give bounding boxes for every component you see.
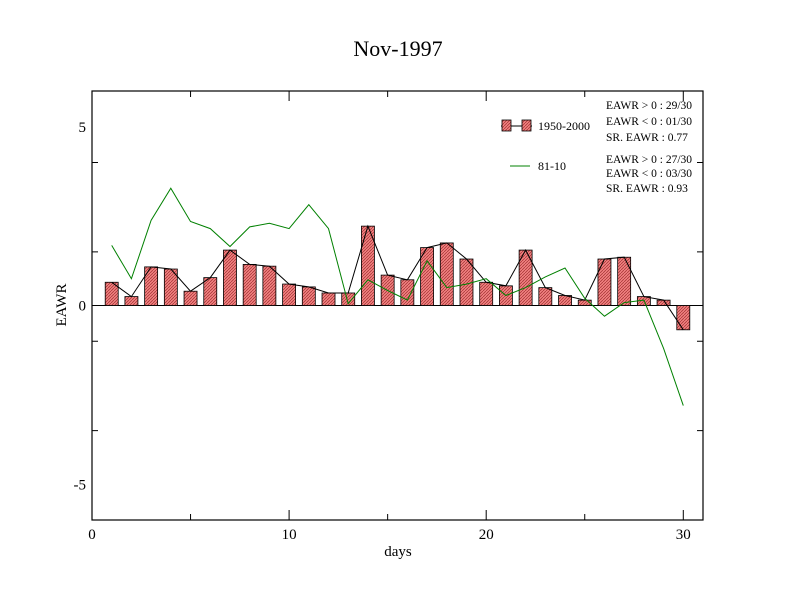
bar bbox=[459, 258, 474, 306]
legend-label-1950-2000: 1950-2000 bbox=[538, 119, 590, 133]
bar bbox=[124, 296, 139, 306]
bar bbox=[262, 265, 277, 306]
bar bbox=[439, 242, 454, 306]
bar bbox=[301, 286, 316, 306]
chart-title: Nov-1997 bbox=[353, 36, 442, 61]
bar bbox=[282, 283, 296, 306]
legend-label-81-10: 81-10 bbox=[538, 159, 566, 173]
y-tick-label: -5 bbox=[74, 477, 87, 493]
x-tick-label: 20 bbox=[479, 527, 494, 543]
series-line-81-10 bbox=[111, 187, 684, 406]
bar bbox=[597, 258, 612, 306]
x-tick-label: 0 bbox=[88, 527, 96, 543]
y-axis-label: EAWR bbox=[54, 284, 70, 327]
x-axis-label: days bbox=[384, 544, 412, 560]
series-line-1950-2000 bbox=[111, 224, 684, 331]
legend-bar-swatch-right bbox=[521, 119, 532, 132]
bar bbox=[538, 287, 553, 306]
bar bbox=[321, 292, 336, 306]
bar bbox=[183, 290, 198, 306]
y-tick-label: 0 bbox=[79, 299, 87, 315]
legend-bar-swatch-left bbox=[501, 119, 512, 132]
bar bbox=[144, 266, 159, 306]
bar bbox=[223, 249, 237, 306]
tick-labels: -5 0 5 0 10 20 30 bbox=[74, 120, 691, 543]
x-tick-label: 10 bbox=[282, 527, 297, 543]
stats-annotations: EAWR > 0 : 29/30 EAWR < 0 : 01/30 SR. EA… bbox=[606, 100, 692, 195]
stat-8110-positive: EAWR > 0 : 27/30 bbox=[606, 154, 692, 166]
line-series bbox=[111, 187, 684, 406]
bar bbox=[479, 281, 494, 306]
y-tick-label: 5 bbox=[79, 120, 87, 136]
stat-1950-sr: SR. EAWR : 0.77 bbox=[606, 132, 688, 144]
legend: 1950-2000 81-10 bbox=[501, 119, 590, 173]
bar bbox=[104, 281, 119, 306]
x-tick-label: 30 bbox=[676, 527, 691, 543]
stat-1950-negative: EAWR < 0 : 01/30 bbox=[606, 116, 692, 128]
bar bbox=[420, 247, 434, 306]
bar bbox=[203, 277, 218, 306]
bar bbox=[617, 256, 632, 306]
bar bbox=[676, 305, 691, 331]
stat-8110-sr: SR. EAWR : 0.93 bbox=[606, 183, 688, 195]
stat-1950-positive: EAWR > 0 : 29/30 bbox=[606, 100, 692, 112]
bar bbox=[242, 263, 257, 306]
bar bbox=[400, 279, 415, 306]
stat-8110-negative: EAWR < 0 : 03/30 bbox=[606, 168, 692, 180]
